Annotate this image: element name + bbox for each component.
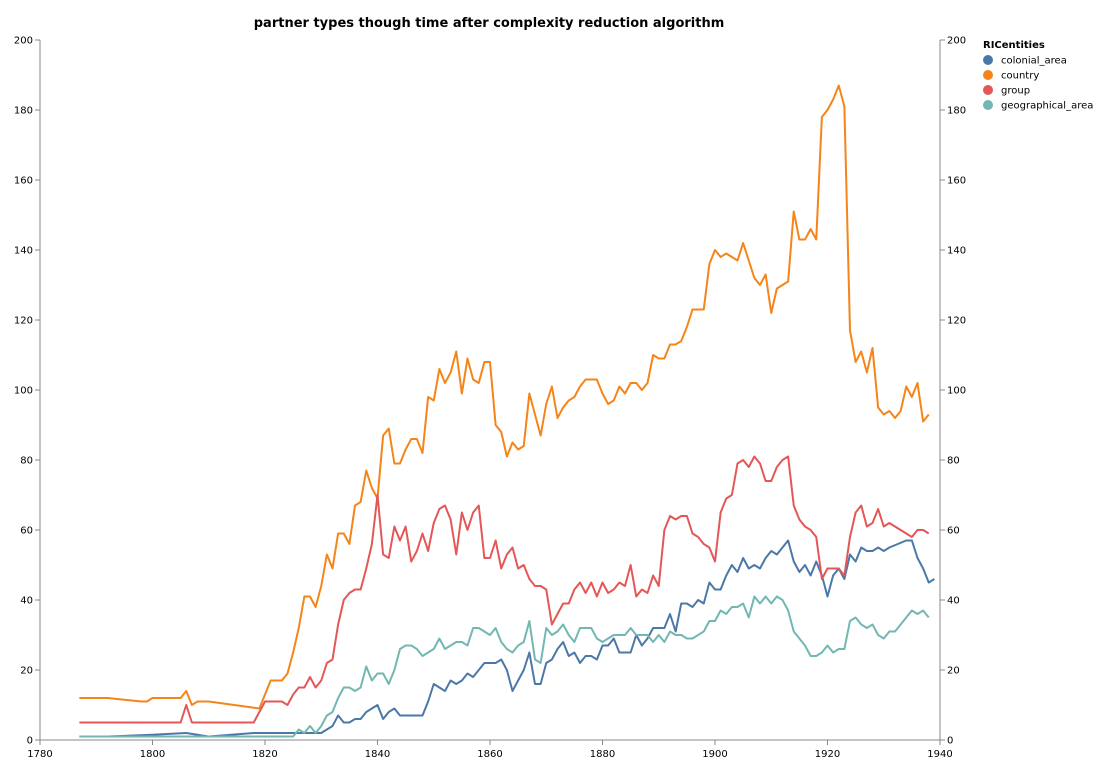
y-tick-label-left: 100 (14, 386, 33, 397)
x-tick-label: 1880 (590, 749, 615, 760)
y-tick-label-left: 120 (14, 316, 33, 327)
y-tick-label-right: 120 (947, 316, 966, 327)
y-tick-label-right: 200 (947, 36, 966, 47)
y-tick-label-right: 160 (947, 176, 966, 187)
y-tick-label-right: 100 (947, 386, 966, 397)
y-tick-label-left: 80 (20, 456, 33, 467)
x-tick-label: 1840 (365, 749, 390, 760)
legend-swatch-colonial-area (983, 55, 993, 65)
series-line-geographical-area (79, 595, 930, 738)
legend-swatch-country (983, 70, 993, 80)
x-tick-label: 1940 (927, 749, 952, 760)
y-tick-label-left: 160 (14, 176, 33, 187)
y-tick-label-left: 0 (27, 736, 33, 747)
x-tick-label: 1900 (702, 749, 727, 760)
y-tick-label-left: 180 (14, 106, 33, 117)
legend-title: RICentities (983, 40, 1045, 51)
axes: 1780 1800 1820 1840 1860 1880 1900 1920 1940 0 0 20… (14, 36, 966, 761)
series-line-country (79, 84, 930, 710)
x-tick-label: 1800 (140, 749, 165, 760)
legend-swatch-geographical-area (983, 100, 993, 110)
y-tick-label-left: 140 (14, 246, 33, 257)
y-tick-label-left: 20 (20, 666, 33, 677)
series-line-group (79, 455, 930, 724)
y-tick-label-right: 180 (947, 106, 966, 117)
chart-title: partner types though time after complexi… (254, 16, 725, 31)
y-tick-label-right: 0 (947, 736, 953, 747)
legend-label-geographical-area: geographical_area (1001, 101, 1093, 112)
y-tick-label-right: 20 (947, 666, 960, 677)
legend-label-group: group (1001, 86, 1030, 97)
x-tick-label: 1820 (252, 749, 277, 760)
y-tick-label-right: 140 (947, 246, 966, 257)
y-tick-label-right: 80 (947, 456, 960, 467)
y-tick-label-right: 40 (947, 596, 960, 607)
x-tick-label: 1860 (477, 749, 502, 760)
legend-label-country: country (1001, 71, 1039, 82)
x-tick-label: 1780 (27, 749, 52, 760)
y-tick-label-right: 60 (947, 526, 960, 537)
y-tick-label-left: 60 (20, 526, 33, 537)
series-layer (79, 84, 935, 738)
series-line-colonial-area (79, 539, 935, 738)
y-tick-label-left: 200 (14, 36, 33, 47)
legend-label-colonial-area: colonial_area (1001, 56, 1067, 67)
y-tick-label-left: 40 (20, 596, 33, 607)
legend-swatch-group (983, 85, 993, 95)
x-tick-label: 1920 (815, 749, 840, 760)
